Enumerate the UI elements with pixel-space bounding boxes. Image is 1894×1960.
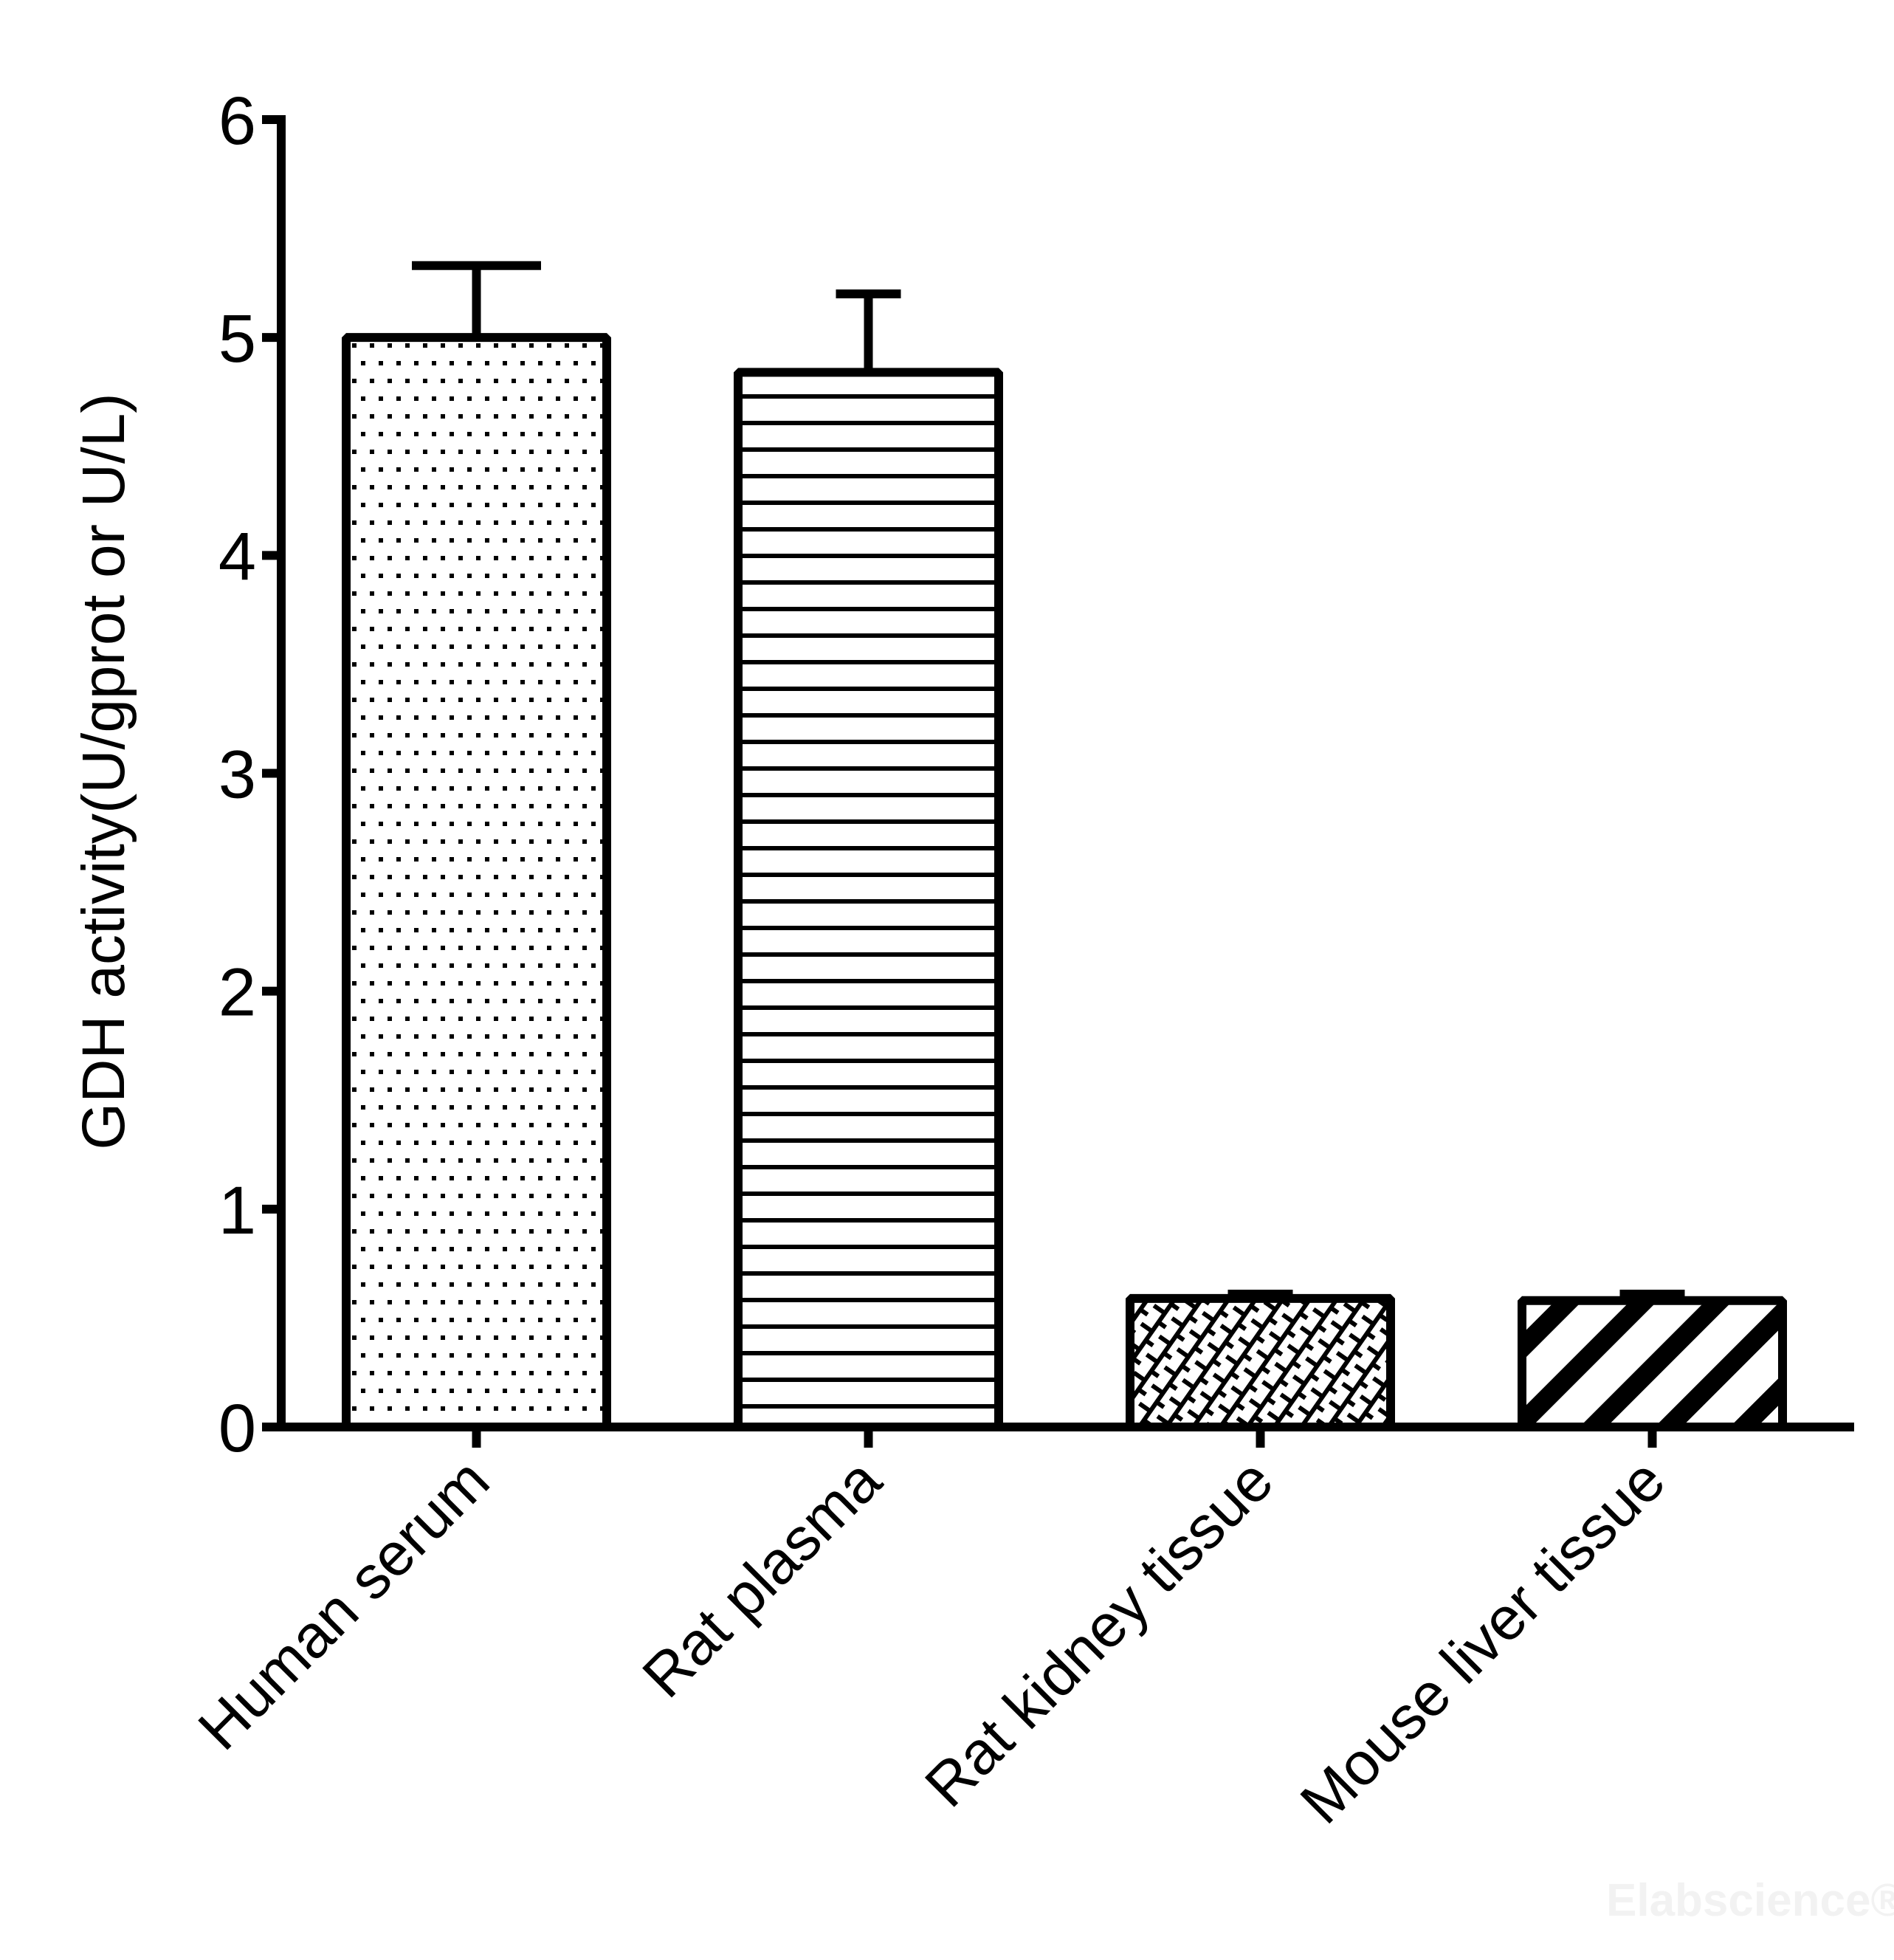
- x-category-label: Mouse liver tissue: [1288, 1446, 1678, 1836]
- y-tick-label: 5: [218, 301, 256, 376]
- y-tick-label: 3: [218, 737, 256, 813]
- bar-rect: [1518, 1296, 1787, 1432]
- x-category-label: Human serum: [186, 1446, 502, 1762]
- y-tick-label: 2: [218, 955, 256, 1031]
- y-tick-label: 6: [218, 83, 256, 159]
- y-tick-label: 4: [218, 519, 256, 594]
- bar-rect: [1126, 1293, 1395, 1432]
- x-category-label: Rat kidney tissue: [912, 1446, 1286, 1820]
- bar-rect: [734, 368, 1003, 1432]
- y-axis-title: GDH activity(U/gprot or U/L): [70, 393, 137, 1149]
- bar-rect: [342, 333, 611, 1432]
- y-tick-label: 1: [218, 1173, 256, 1248]
- bar-mouse-liver-tissue: [1518, 1289, 1787, 1432]
- axes: [262, 115, 1854, 1448]
- y-tick-label: 0: [218, 1391, 256, 1466]
- bar-rat-plasma: [734, 289, 1003, 1432]
- bars: [342, 261, 1787, 1432]
- x-category-label: Rat plasma: [630, 1446, 895, 1710]
- watermark-text: Elabscience®: [1606, 1875, 1894, 1926]
- bar-rat-kidney-tissue: [1126, 1289, 1395, 1432]
- bar-human-serum: [342, 261, 611, 1432]
